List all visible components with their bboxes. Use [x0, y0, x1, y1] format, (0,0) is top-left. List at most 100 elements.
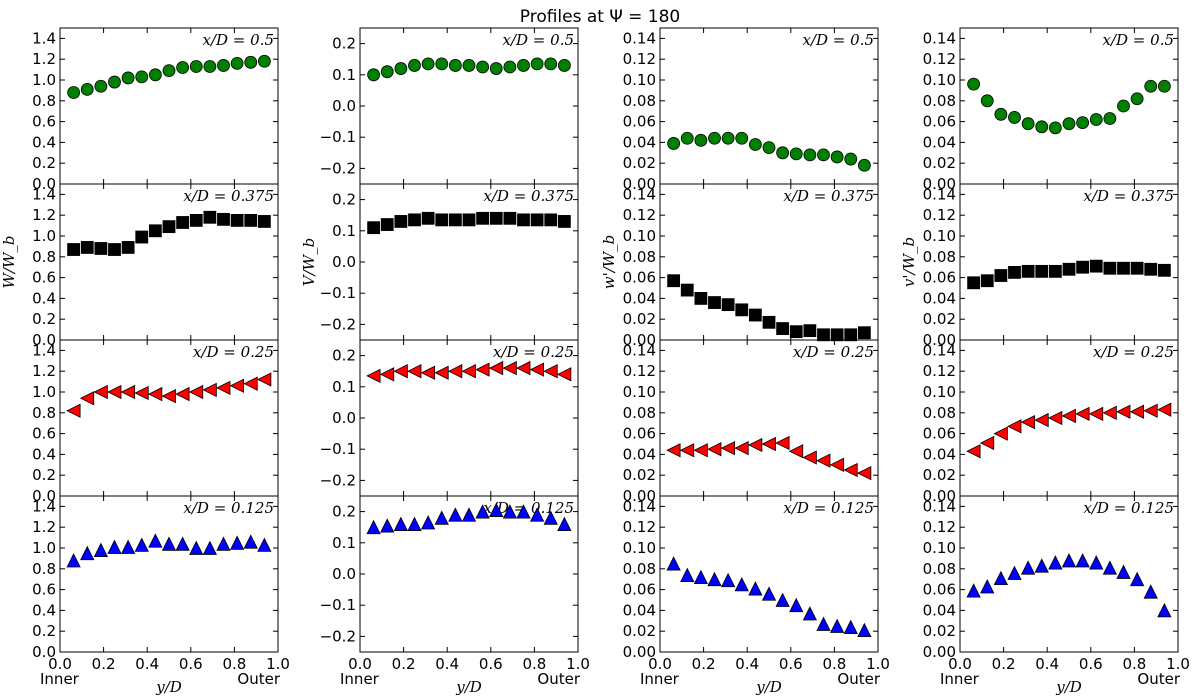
x-tick-label: 0.2: [392, 655, 416, 673]
data-point: [1116, 404, 1131, 419]
y-tick-label: 0.00: [623, 175, 656, 193]
x-tick-label: 1.0: [866, 655, 890, 673]
data-point: [189, 213, 203, 227]
data-point: [489, 211, 503, 225]
data-point: [202, 540, 218, 555]
data-point: [244, 213, 258, 227]
y-tick-label: 0.14: [623, 497, 656, 515]
data-point: [1130, 261, 1144, 275]
data-point: [148, 224, 162, 238]
subplot-col1-xd-0-25: 0.0 0.2 0.4 0.6 0.8 1.0 1.2 1.4 x/D = 0.25: [32, 339, 279, 505]
data-point: [503, 60, 517, 74]
data-point: [1117, 261, 1130, 275]
data-point: [789, 147, 803, 161]
axes-frame: [59, 495, 279, 653]
data-point: [134, 537, 149, 552]
y-tick-label: 0.1: [332, 534, 356, 552]
row-annotation: x/D = 0.25: [793, 343, 874, 361]
y-tick-label: 0.04: [623, 289, 656, 307]
data-point: [66, 553, 81, 568]
data-point: [775, 592, 790, 607]
y-tick-label: 0.0: [32, 487, 56, 505]
y-tick-label: 0.10: [623, 539, 656, 557]
x-tick-label: 1.0: [1166, 655, 1190, 673]
y-tick-label: 1.0: [32, 71, 56, 89]
data-point: [747, 437, 763, 453]
data-point: [721, 131, 735, 145]
data-point: [802, 606, 818, 621]
data-point: [829, 457, 845, 472]
y-tick-label: 0.08: [923, 560, 956, 578]
y-tick-label: 0.00: [623, 643, 656, 661]
data-point: [434, 365, 449, 380]
y-tick-label: 0.04: [923, 133, 956, 151]
y-tick-label: 0.10: [623, 383, 656, 401]
data-point: [120, 539, 136, 554]
data-point: [108, 243, 121, 256]
x-tick-label: 0.0: [648, 655, 672, 673]
y-tick-label: 1.2: [32, 518, 56, 536]
y-tick-label: 0.2: [332, 191, 356, 209]
x-tick-label: 0.8: [222, 655, 246, 673]
data-point: [556, 367, 572, 382]
data-point: [1061, 553, 1077, 568]
subplot-col4-xd-0-5: 0.00 0.02 0.04 0.06 0.08 0.10 0.12 0.14 x/D = 0.…: [923, 27, 1179, 193]
data-point: [367, 68, 381, 82]
x-tick-label: 0.8: [522, 655, 546, 673]
data-point: [1089, 555, 1104, 570]
data-point: [408, 213, 421, 227]
y-tick-label: −0.2: [320, 315, 356, 333]
data-point: [94, 242, 108, 255]
data-point: [776, 322, 790, 335]
row-annotation: x/D = 0.375: [783, 187, 874, 205]
data-point: [1144, 79, 1158, 93]
data-point: [503, 211, 517, 225]
x-tick-label: 0.4: [735, 655, 759, 673]
data-point: [516, 360, 531, 376]
y-tick-label: 0.10: [623, 71, 656, 89]
row-annotation: x/D = 0.25: [1093, 343, 1174, 361]
data-point: [475, 362, 490, 377]
x-end-label-inner: Inner: [640, 670, 680, 688]
data-point: [775, 435, 790, 451]
y-tick-label: 0.04: [923, 289, 956, 307]
y-tick-label: 0.0: [32, 175, 56, 193]
data-point: [1075, 553, 1090, 568]
data-point: [693, 569, 709, 585]
axes-frame: [59, 183, 279, 341]
data-point: [120, 384, 136, 400]
data-point: [108, 75, 121, 89]
data-point: [257, 215, 271, 228]
y-tick-label: 0.0: [332, 565, 356, 583]
data-point: [980, 579, 995, 594]
row-annotation: x/D = 0.125: [183, 499, 274, 517]
data-point: [229, 535, 245, 550]
data-point: [829, 618, 845, 633]
data-point: [162, 64, 176, 78]
y-tick-label: 0.00: [623, 487, 656, 505]
y-tick-label: 0.2: [32, 466, 56, 484]
y-tick-label: 1.4: [32, 497, 56, 515]
y-tick-label: 0.14: [923, 185, 956, 203]
y-axis-label: v'/W_b: [900, 237, 918, 287]
y-tick-label: 0.00: [623, 331, 656, 349]
data-point: [803, 148, 817, 162]
x-tick-label: 0.4: [1035, 655, 1059, 673]
data-point: [1048, 121, 1062, 135]
y-tick-label: 0.1: [332, 222, 356, 240]
data-point: [1143, 403, 1158, 418]
x-tick-label: 0.0: [48, 655, 72, 673]
data-point: [557, 215, 571, 228]
data-point: [188, 384, 204, 400]
data-point: [175, 386, 190, 402]
data-point: [994, 269, 1008, 282]
y-tick-label: −0.1: [320, 284, 356, 302]
data-point: [516, 504, 531, 519]
data-point: [720, 572, 736, 588]
row-annotation: x/D = 0.375: [183, 187, 274, 205]
y-tick-label: 0.1: [332, 378, 356, 396]
data-point: [1020, 415, 1036, 430]
data-point: [1007, 565, 1022, 580]
data-point: [1021, 117, 1035, 131]
y-tick-label: 0.8: [32, 560, 56, 578]
